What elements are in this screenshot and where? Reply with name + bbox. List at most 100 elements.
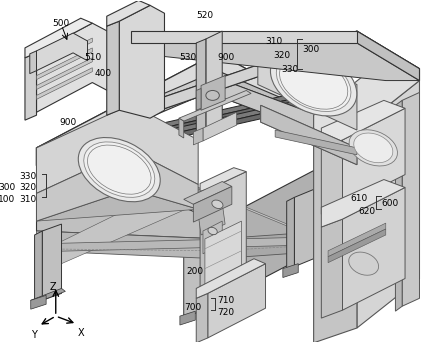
Polygon shape (342, 108, 405, 206)
Polygon shape (205, 221, 241, 311)
Ellipse shape (206, 90, 219, 100)
Polygon shape (337, 230, 352, 244)
Polygon shape (44, 87, 342, 160)
Polygon shape (36, 23, 126, 112)
Polygon shape (36, 148, 218, 239)
Polygon shape (321, 180, 405, 227)
Polygon shape (333, 160, 352, 237)
Text: 330: 330 (19, 172, 36, 181)
Polygon shape (203, 221, 222, 254)
Text: 720: 720 (218, 308, 234, 317)
Text: 620: 620 (358, 207, 375, 216)
Polygon shape (131, 31, 357, 43)
Polygon shape (25, 18, 92, 58)
Polygon shape (261, 105, 357, 165)
Polygon shape (321, 140, 342, 214)
Polygon shape (42, 224, 62, 300)
Polygon shape (208, 264, 265, 338)
Polygon shape (36, 104, 198, 193)
Polygon shape (119, 6, 164, 118)
Polygon shape (328, 223, 386, 257)
Polygon shape (36, 53, 357, 166)
Ellipse shape (270, 49, 357, 116)
Polygon shape (184, 241, 203, 318)
Polygon shape (328, 229, 386, 263)
Polygon shape (203, 73, 357, 148)
Text: 200: 200 (187, 267, 204, 276)
Polygon shape (107, 21, 119, 115)
Polygon shape (36, 48, 92, 79)
Text: 300: 300 (302, 45, 319, 54)
Polygon shape (193, 128, 203, 145)
Polygon shape (131, 31, 420, 120)
Ellipse shape (354, 133, 393, 163)
Polygon shape (35, 231, 42, 304)
Text: 320: 320 (19, 183, 36, 193)
Polygon shape (196, 259, 265, 298)
Text: 520: 520 (196, 11, 214, 20)
Ellipse shape (349, 130, 397, 166)
Polygon shape (396, 100, 402, 311)
Polygon shape (402, 93, 420, 306)
Polygon shape (36, 71, 218, 166)
Text: 400: 400 (94, 69, 111, 78)
Text: 530: 530 (179, 53, 196, 62)
Text: 900: 900 (60, 118, 77, 127)
Ellipse shape (78, 138, 160, 202)
Ellipse shape (212, 200, 223, 208)
Ellipse shape (84, 142, 155, 197)
Polygon shape (131, 31, 357, 120)
Text: 500: 500 (52, 19, 69, 28)
Polygon shape (357, 31, 420, 80)
Polygon shape (184, 182, 314, 237)
Polygon shape (283, 264, 298, 278)
Polygon shape (36, 190, 198, 221)
Polygon shape (357, 80, 420, 328)
Polygon shape (196, 293, 208, 343)
Text: 300: 300 (0, 183, 15, 192)
Polygon shape (179, 90, 251, 121)
Polygon shape (314, 130, 357, 343)
Polygon shape (196, 88, 201, 110)
Polygon shape (44, 90, 342, 163)
Polygon shape (213, 172, 246, 324)
Polygon shape (203, 73, 357, 148)
Polygon shape (36, 58, 92, 89)
Polygon shape (131, 43, 420, 80)
Polygon shape (200, 187, 213, 328)
Polygon shape (36, 53, 357, 166)
Ellipse shape (349, 252, 379, 275)
Polygon shape (44, 83, 342, 155)
Text: 700: 700 (184, 303, 201, 312)
Text: 100: 100 (0, 195, 15, 204)
Polygon shape (258, 39, 357, 130)
Polygon shape (321, 100, 405, 148)
Text: Z: Z (50, 282, 57, 292)
Polygon shape (201, 76, 225, 110)
Polygon shape (179, 118, 184, 138)
Polygon shape (200, 168, 246, 191)
Polygon shape (218, 148, 357, 302)
Text: 330: 330 (281, 65, 298, 74)
Polygon shape (321, 219, 342, 318)
Polygon shape (31, 295, 46, 309)
Text: 900: 900 (218, 53, 235, 62)
Text: 710: 710 (218, 296, 235, 305)
Polygon shape (314, 66, 420, 145)
Polygon shape (25, 53, 36, 120)
Polygon shape (193, 186, 232, 222)
Ellipse shape (276, 54, 351, 111)
Text: 310: 310 (265, 37, 283, 46)
Polygon shape (357, 31, 420, 80)
Polygon shape (30, 51, 36, 74)
Text: X: X (78, 328, 85, 338)
Polygon shape (36, 33, 88, 71)
Polygon shape (44, 95, 342, 168)
Polygon shape (31, 288, 66, 303)
Polygon shape (42, 182, 218, 264)
Polygon shape (218, 229, 357, 259)
Polygon shape (184, 182, 232, 204)
Text: 610: 610 (350, 194, 367, 203)
Polygon shape (196, 39, 206, 132)
Polygon shape (203, 112, 237, 141)
